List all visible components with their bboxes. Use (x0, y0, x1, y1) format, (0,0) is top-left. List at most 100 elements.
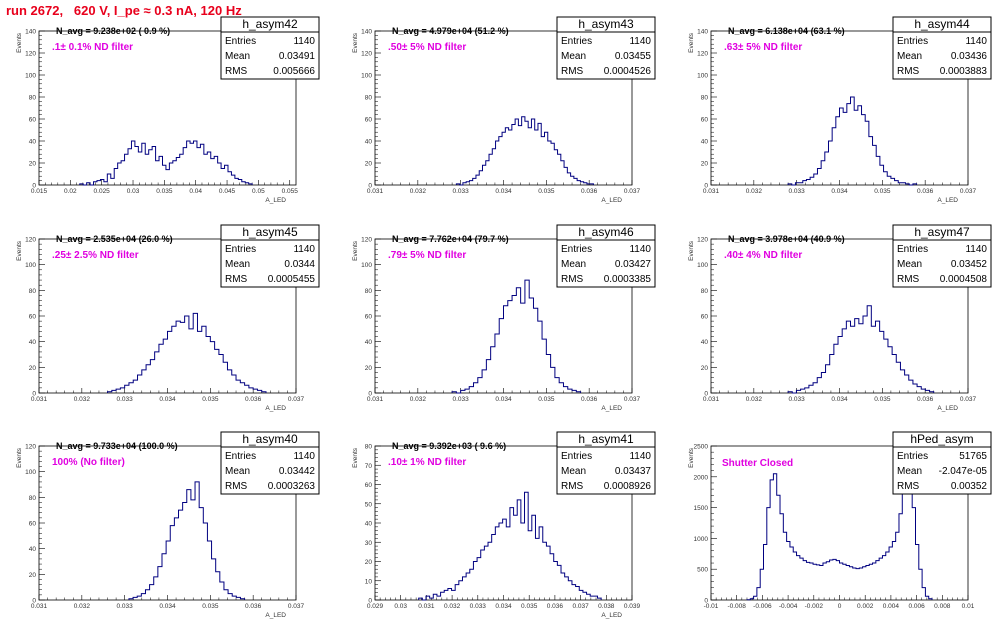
histogram-bin (168, 331, 172, 393)
histogram-bin (865, 121, 869, 185)
y-tick-label: 30 (365, 540, 373, 547)
x-tick-label: 0.036 (917, 188, 934, 195)
histogram-bin (219, 355, 223, 394)
histogram-bin (152, 147, 155, 186)
histogram-bin (162, 165, 165, 185)
histogram-bin (876, 561, 879, 600)
y-tick-label: 0 (368, 183, 372, 190)
histogram-name: h_asym42 (242, 17, 298, 31)
x-tick-label: 0.032 (746, 188, 763, 195)
y-tick-label: 120 (361, 237, 372, 244)
histogram-bin (546, 546, 550, 600)
stat-value-rms: 0.005666 (273, 66, 315, 77)
histogram-bin (900, 370, 904, 393)
filter-label: Shutter Closed (722, 458, 793, 469)
y-tick-label: 120 (25, 237, 36, 244)
y-tick-label: 1000 (694, 536, 709, 543)
histogram-bin (477, 558, 481, 600)
histogram-bin (514, 515, 518, 600)
histogram-bin (583, 592, 587, 600)
x-tick-label: 0.036 (917, 396, 934, 403)
histogram-bin (541, 137, 544, 185)
stat-label-rms: RMS (561, 481, 584, 492)
x-tick-label: 0.037 (288, 396, 305, 403)
histogram-bin (876, 156, 880, 185)
histogram-bin (888, 347, 892, 393)
histogram-bin (156, 161, 159, 185)
histogram-bin (173, 161, 176, 185)
histogram-bin (851, 97, 855, 185)
histogram-bin (206, 337, 210, 393)
histogram-bin (568, 581, 572, 600)
histogram-bin (484, 546, 488, 600)
y-tick-label: 2500 (694, 444, 709, 451)
histogram-bin (120, 388, 124, 393)
y-tick-label: 50 (365, 501, 373, 508)
histogram-bin (842, 329, 846, 393)
stat-value-entries: 1140 (965, 36, 987, 47)
histogram-bin (441, 592, 445, 600)
x-axis-label: A_LED (601, 197, 622, 204)
stat-label-entries: Entries (561, 451, 592, 462)
histogram-bin (166, 541, 170, 600)
x-tick-label: 0.032 (74, 603, 91, 610)
histogram-bin (194, 141, 197, 185)
histogram-bin (195, 482, 199, 600)
y-tick-label: 20 (29, 365, 37, 372)
histogram-bin (216, 572, 220, 600)
histogram-bin (521, 303, 525, 393)
histogram-bin (859, 568, 862, 600)
histogram-bin (253, 389, 257, 393)
histogram-bin (169, 163, 172, 185)
histogram-bin (227, 370, 231, 393)
histogram-bin (542, 339, 546, 393)
histogram-bin (176, 321, 180, 393)
stat-label-rms: RMS (897, 66, 920, 77)
y-tick-label: 2000 (694, 474, 709, 481)
histogram-bin (193, 313, 197, 393)
histogram-bin (506, 527, 510, 600)
histogram-bin (150, 360, 154, 393)
histogram-bin (141, 594, 145, 600)
histogram-bin (172, 326, 176, 393)
histogram-bin (579, 590, 583, 600)
stat-value-mean: 0.03437 (615, 466, 652, 477)
stat-label-entries: Entries (561, 36, 592, 47)
y-tick-label: 0 (704, 598, 708, 605)
histogram-bin (821, 161, 825, 185)
x-tick-label: 0.035 (538, 188, 555, 195)
histogram-bin (800, 558, 803, 600)
histogram-bin (174, 518, 178, 600)
y-axis-label: Events (16, 32, 23, 53)
histogram-name: h_asym44 (914, 17, 970, 31)
histogram-bin (830, 560, 833, 600)
x-tick-label: 0.035 (538, 396, 555, 403)
histogram-bin (499, 523, 503, 600)
y-tick-label: 40 (701, 139, 709, 146)
histogram-bin (826, 365, 830, 393)
n-avg-label: N_avg = 6.138e+04 (63.1 %) (728, 26, 845, 36)
histogram-bin (515, 119, 518, 185)
histogram-name: h_asym46 (578, 225, 634, 239)
y-axis-label: Events (688, 240, 695, 261)
histogram-bin (849, 567, 852, 600)
stat-value-mean: 0.03442 (279, 466, 316, 477)
histogram-bin (814, 174, 818, 185)
histogram-bin (215, 349, 219, 393)
histogram-bin (100, 180, 103, 186)
histogram-bin (223, 362, 227, 393)
x-tick-label: 0.045 (219, 188, 236, 195)
x-tick-label: 0.025 (94, 188, 111, 195)
x-tick-label: 0.03 (127, 188, 140, 195)
histogram-bin (504, 306, 508, 393)
x-tick-label: -0.006 (753, 603, 772, 610)
y-tick-label: 100 (25, 262, 36, 269)
stat-value-rms: 0.0003883 (940, 66, 988, 77)
x-tick-label: -0.004 (779, 603, 798, 610)
